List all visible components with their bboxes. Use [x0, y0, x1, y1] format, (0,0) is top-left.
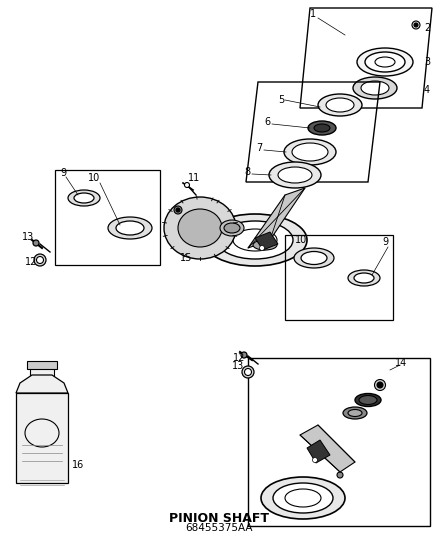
- Ellipse shape: [108, 217, 152, 239]
- Polygon shape: [255, 232, 278, 250]
- Ellipse shape: [220, 220, 244, 236]
- Ellipse shape: [261, 477, 345, 519]
- Ellipse shape: [164, 197, 236, 259]
- Polygon shape: [16, 375, 68, 393]
- Circle shape: [414, 23, 418, 27]
- Bar: [27, 361, 57, 369]
- Bar: [248, 358, 430, 526]
- Ellipse shape: [365, 52, 405, 72]
- Bar: [55, 170, 160, 265]
- Bar: [30, 363, 54, 377]
- Ellipse shape: [68, 190, 100, 206]
- Ellipse shape: [217, 221, 293, 259]
- Ellipse shape: [278, 167, 312, 183]
- Text: 12: 12: [25, 257, 37, 267]
- Circle shape: [34, 254, 46, 266]
- Circle shape: [184, 182, 190, 188]
- Circle shape: [312, 457, 318, 463]
- Text: 2: 2: [424, 23, 430, 33]
- Ellipse shape: [74, 193, 94, 203]
- Ellipse shape: [326, 98, 354, 112]
- Text: PINION SHAFT: PINION SHAFT: [169, 512, 269, 524]
- Text: 6: 6: [264, 117, 270, 127]
- Text: 15: 15: [180, 253, 192, 263]
- Ellipse shape: [294, 248, 334, 268]
- Ellipse shape: [357, 48, 413, 76]
- Circle shape: [259, 246, 265, 251]
- Circle shape: [242, 366, 254, 378]
- Circle shape: [244, 368, 251, 376]
- Text: 7: 7: [256, 143, 262, 153]
- Circle shape: [36, 256, 43, 263]
- Ellipse shape: [354, 273, 374, 283]
- Text: 10: 10: [295, 235, 307, 245]
- Text: 8: 8: [244, 167, 250, 177]
- Ellipse shape: [269, 162, 321, 188]
- Ellipse shape: [353, 77, 397, 99]
- Circle shape: [412, 21, 420, 29]
- Text: 10: 10: [88, 173, 100, 183]
- Circle shape: [337, 472, 343, 478]
- Text: 9: 9: [60, 168, 66, 178]
- Ellipse shape: [355, 393, 381, 407]
- Ellipse shape: [359, 395, 377, 405]
- Ellipse shape: [314, 124, 330, 132]
- Ellipse shape: [203, 214, 307, 266]
- Circle shape: [241, 352, 247, 358]
- Text: 13: 13: [232, 361, 244, 371]
- Text: 1: 1: [310, 9, 316, 19]
- Text: 68455375AA: 68455375AA: [185, 523, 253, 533]
- Circle shape: [174, 206, 182, 214]
- Text: 4: 4: [424, 85, 430, 95]
- Ellipse shape: [308, 121, 336, 135]
- Text: 12: 12: [233, 353, 245, 363]
- Ellipse shape: [253, 240, 277, 250]
- Ellipse shape: [273, 483, 333, 513]
- Polygon shape: [307, 440, 330, 463]
- Text: 16: 16: [72, 460, 84, 470]
- Bar: [285, 235, 393, 320]
- Ellipse shape: [178, 209, 222, 247]
- Circle shape: [374, 379, 385, 391]
- Ellipse shape: [361, 81, 389, 95]
- Ellipse shape: [284, 139, 336, 165]
- Polygon shape: [248, 188, 305, 248]
- Ellipse shape: [348, 270, 380, 286]
- Text: 13: 13: [22, 232, 34, 242]
- Bar: [16, 393, 68, 483]
- Text: 5: 5: [278, 95, 284, 105]
- Text: 3: 3: [424, 57, 430, 67]
- Ellipse shape: [116, 221, 144, 235]
- Ellipse shape: [348, 409, 362, 416]
- Circle shape: [33, 240, 39, 246]
- Text: 14: 14: [395, 358, 407, 368]
- Ellipse shape: [343, 407, 367, 419]
- Text: 11: 11: [188, 173, 200, 183]
- Text: 9: 9: [382, 237, 388, 247]
- Polygon shape: [300, 425, 355, 472]
- Circle shape: [377, 382, 383, 388]
- Ellipse shape: [301, 252, 327, 264]
- Circle shape: [176, 208, 180, 212]
- Ellipse shape: [224, 223, 240, 233]
- Ellipse shape: [318, 94, 362, 116]
- Ellipse shape: [292, 143, 328, 161]
